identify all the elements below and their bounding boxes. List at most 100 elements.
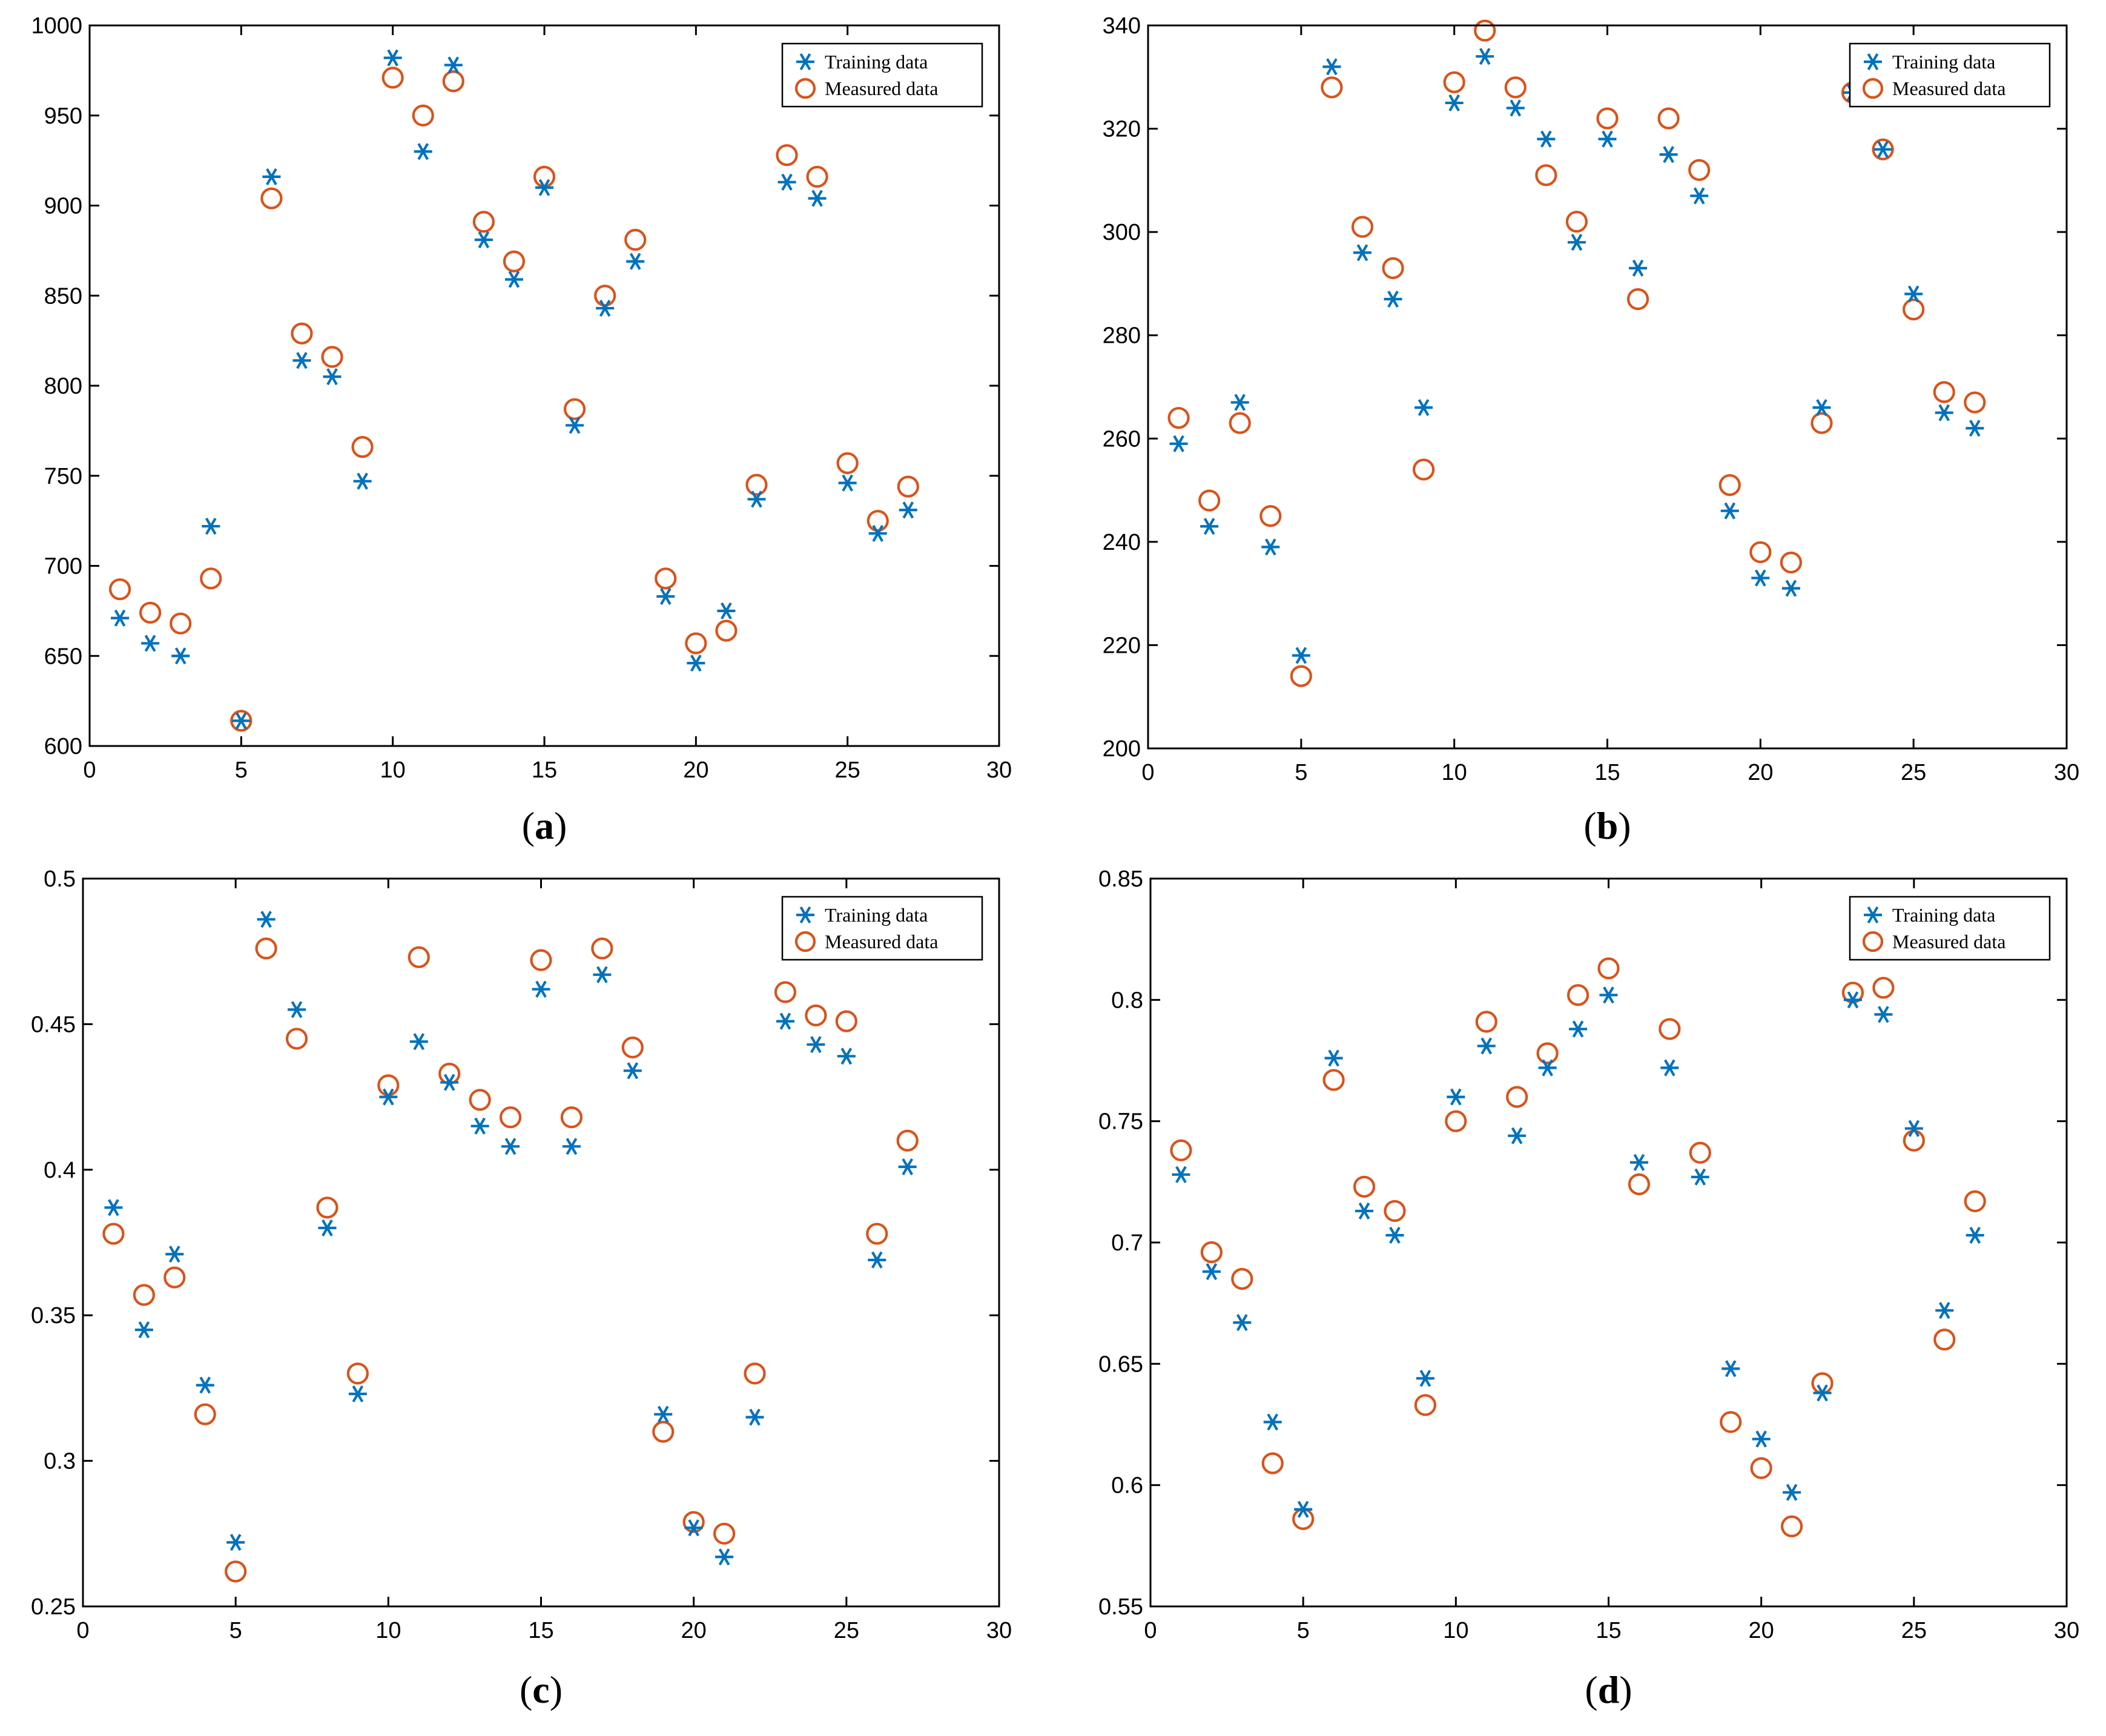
- panel-letter-b: b: [1597, 804, 1619, 847]
- training-point: [1569, 1020, 1588, 1038]
- measured-point: [1231, 1268, 1253, 1290]
- training-point: [1751, 569, 1770, 587]
- measured-point: [1506, 1086, 1528, 1108]
- measured-point: [472, 211, 495, 233]
- x-tick-label: 15: [1594, 760, 1620, 785]
- chart-c-marks: [102, 911, 919, 1583]
- training-point: [504, 271, 523, 288]
- y-tick-label: 0.5: [44, 866, 76, 892]
- training-point: [1935, 1302, 1954, 1319]
- measured-point: [1353, 1175, 1376, 1198]
- y-tick-label: 260: [1103, 426, 1141, 452]
- training-point: [623, 1062, 642, 1080]
- y-tick-label: 340: [1103, 13, 1141, 39]
- measured-point: [1659, 1018, 1681, 1040]
- y-tick-label: 240: [1103, 530, 1141, 555]
- training-point: [1508, 1127, 1527, 1144]
- training-point: [1904, 1120, 1923, 1137]
- measured-point: [1628, 1173, 1651, 1195]
- x-tick-label: 5: [1297, 1618, 1310, 1643]
- measured-point: [1781, 1515, 1803, 1537]
- training-point: [440, 1074, 459, 1091]
- training-point: [868, 1251, 886, 1269]
- measured-point: [1811, 412, 1833, 434]
- x-tick-label: 20: [681, 1618, 707, 1643]
- legend-box: [781, 896, 983, 961]
- measured-point: [442, 70, 464, 93]
- y-tick-label: 0.8: [1111, 988, 1143, 1013]
- measured-point: [652, 1421, 675, 1443]
- training-point: [715, 1548, 734, 1566]
- x-tick-label: 25: [1901, 760, 1926, 785]
- legend-measured-label: Measured data: [825, 931, 938, 952]
- y-tick-label: 650: [44, 644, 82, 669]
- chart-c-frame: [82, 877, 1000, 1608]
- measured-point: [776, 144, 798, 167]
- measured-point: [1903, 298, 1925, 321]
- measured-point: [408, 946, 430, 968]
- y-tick-label: 300: [1103, 220, 1141, 245]
- training-point: [111, 609, 130, 627]
- x-tick-label: 15: [1596, 1618, 1621, 1643]
- y-tick-label: 900: [44, 194, 82, 219]
- legend-training-asterisk: [796, 53, 814, 71]
- training-point: [379, 1088, 398, 1106]
- measured-point: [1535, 164, 1557, 186]
- measured-point: [866, 1223, 888, 1245]
- training-point: [202, 518, 220, 535]
- legend-measured-marker: [794, 931, 816, 952]
- legend-measured-marker: [1862, 931, 1884, 952]
- x-tick-label: 5: [235, 757, 248, 783]
- chart-panel-d: 0 5 10 15 20 25 30 0.55 0.6 0.65 0.7 0.75 0.8 0.85 Tr…: [1098, 866, 2079, 1711]
- training-point: [1230, 394, 1249, 411]
- training-point: [1659, 146, 1678, 163]
- y-tick-label: 0.25: [31, 1594, 76, 1620]
- training-point: [232, 712, 251, 730]
- training-point: [807, 1036, 825, 1054]
- training-point: [1292, 647, 1310, 664]
- training-point: [323, 368, 342, 386]
- measured-point: [744, 1362, 766, 1385]
- x-tick-label: 0: [1141, 760, 1154, 785]
- y-tick-label: 700: [44, 554, 82, 579]
- y-tick-label: 600: [44, 734, 82, 759]
- panel-label-d: (d): [1585, 1668, 1632, 1711]
- legend-measured-circle: [1862, 78, 1884, 99]
- chart-panel-b: 0 5 10 15 20 25 30 200 220 240 260 280 300 320 340 Tra…: [1103, 13, 2080, 847]
- measured-point: [1229, 412, 1251, 434]
- x-tick-label: 30: [986, 757, 1012, 783]
- measured-point: [412, 104, 434, 127]
- training-point: [626, 252, 645, 270]
- training-point: [1537, 130, 1556, 148]
- y-tick-label: 0.7: [1111, 1230, 1143, 1256]
- training-point: [1414, 399, 1433, 417]
- training-point: [383, 49, 402, 67]
- x-tick-label: 10: [1442, 760, 1467, 785]
- y-tick-label: 0.6: [1111, 1473, 1143, 1499]
- training-point: [1781, 579, 1800, 597]
- panel-letter-a: a: [535, 804, 554, 847]
- measured-point: [1872, 138, 1894, 160]
- measured-point: [133, 1284, 155, 1306]
- training-point: [1874, 1006, 1893, 1023]
- measured-point: [897, 475, 919, 498]
- x-tick-label: 20: [1749, 1618, 1774, 1643]
- measured-point: [163, 1266, 186, 1289]
- chart-a-frame: [88, 24, 1000, 747]
- x-tick-label: 30: [986, 1618, 1012, 1643]
- measured-point: [499, 1106, 522, 1129]
- chart-c-legend: Training data Measured data: [781, 896, 983, 961]
- x-tick-label: 25: [1901, 1618, 1927, 1643]
- training-point: [1691, 1168, 1709, 1186]
- x-tick-label: 5: [1295, 760, 1307, 785]
- training-point: [777, 173, 796, 191]
- training-point: [684, 1519, 703, 1537]
- training-point: [562, 1138, 581, 1155]
- chart-panel-a: 0 5 10 15 20 25 30 600 650 700 750 800 850 900 950 1000…: [31, 13, 1012, 847]
- x-tick-label: 15: [528, 1618, 553, 1643]
- measured-point: [745, 474, 768, 496]
- training-point: [1721, 1360, 1740, 1378]
- training-point: [1353, 244, 1372, 262]
- legend-training-label: Training data: [825, 904, 928, 926]
